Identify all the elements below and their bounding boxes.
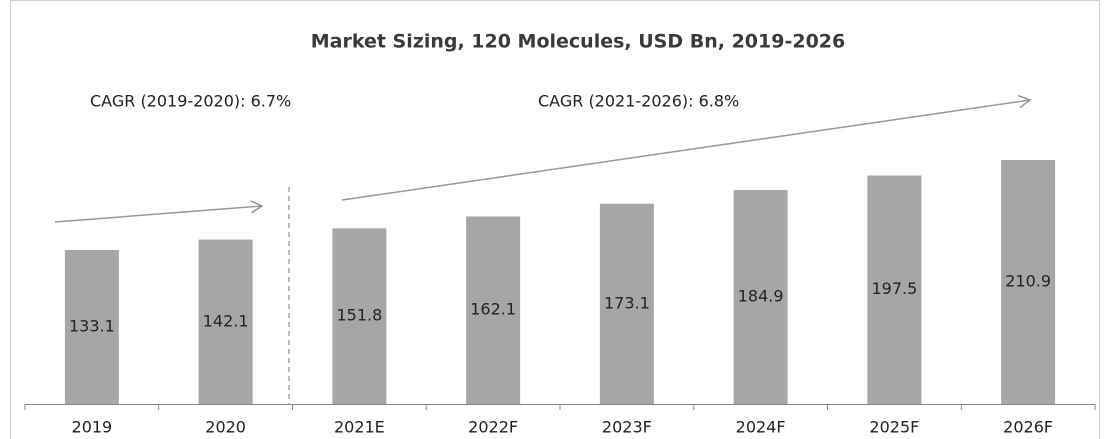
data-label: 162.1	[470, 300, 516, 319]
chart-title: Market Sizing, 120 Molecules, USD Bn, 20…	[311, 31, 846, 53]
bar	[733, 190, 788, 404]
bar	[198, 239, 253, 404]
annotation: CAGR (2019-2020): 6.7%	[90, 92, 291, 111]
bar	[867, 175, 922, 404]
bar	[332, 228, 387, 404]
x-tick-label: 2026F	[1003, 418, 1053, 437]
x-tick-label: 2019	[72, 418, 113, 437]
frame	[10, 0, 1100, 439]
data-label: 173.1	[604, 293, 650, 312]
x-tick-label: 2025F	[869, 418, 919, 437]
arrow	[54, 200, 264, 223]
data-label: 197.5	[871, 279, 917, 298]
data-label: 142.1	[203, 311, 249, 330]
x-tick-label: 2022F	[468, 418, 518, 437]
arrow	[341, 95, 1032, 201]
x-tick-label: 2020	[205, 418, 246, 437]
data-label: 133.1	[69, 317, 115, 336]
data-label: 151.8	[336, 306, 382, 325]
data-label: 210.9	[1005, 271, 1051, 290]
x-tick-label: 2023F	[602, 418, 652, 437]
bar	[599, 203, 654, 404]
bar	[1001, 159, 1056, 404]
x-tick-label: 2024F	[736, 418, 786, 437]
x-tick-label: 2021E	[334, 418, 385, 437]
data-label: 184.9	[738, 287, 784, 306]
bar	[466, 216, 521, 404]
annotation: CAGR (2021-2026): 6.8%	[538, 92, 739, 111]
bar	[64, 250, 119, 404]
